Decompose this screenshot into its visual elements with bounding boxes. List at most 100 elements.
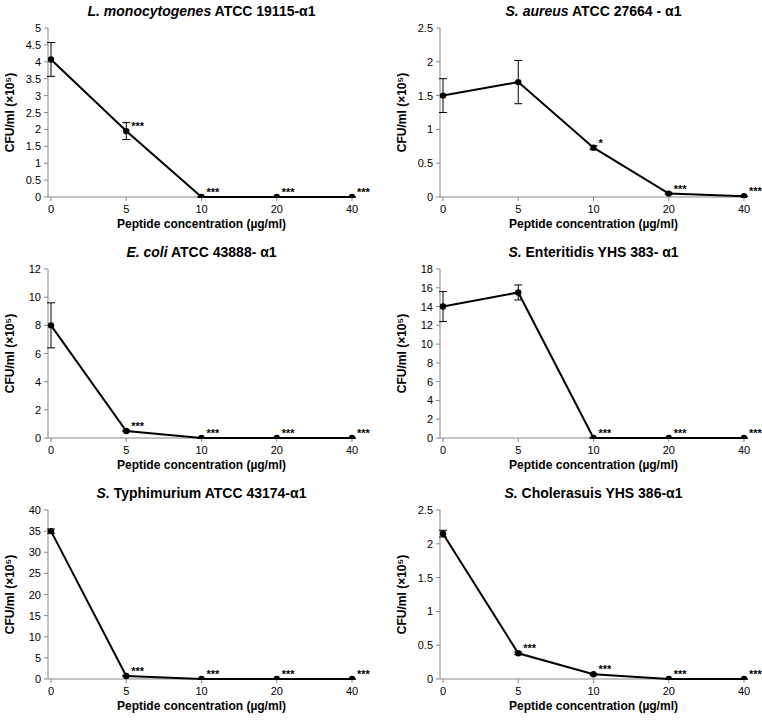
x-tick-label: 20 — [271, 685, 283, 697]
y-tick-label: 16 — [421, 282, 433, 294]
y-tick — [44, 353, 48, 354]
y-tick — [436, 306, 440, 307]
significance: *** — [749, 668, 762, 680]
marker — [48, 56, 54, 62]
x-label: Peptide concentration (µg/ml) — [509, 458, 678, 472]
marker — [666, 435, 672, 439]
title-part: monocytogenes — [100, 3, 211, 19]
y-tick — [436, 645, 440, 646]
title-part: Typhimurium — [110, 485, 202, 501]
y-tick — [44, 531, 48, 532]
x-tick-label: 0 — [48, 444, 54, 456]
significance: *** — [357, 186, 371, 198]
x-tick — [518, 679, 519, 683]
x-tick — [51, 438, 52, 442]
error-cap — [514, 284, 522, 285]
significance: *** — [282, 668, 296, 680]
title-part: 43888- — [209, 244, 257, 260]
y-tick — [436, 400, 440, 401]
y-tick-label: 3.5 — [26, 73, 41, 85]
y-tick-label: 2 — [427, 413, 433, 425]
y-tick — [436, 344, 440, 345]
y-tick — [436, 197, 440, 198]
x-tick — [518, 197, 519, 201]
y-tick-label: 1.5 — [418, 90, 433, 102]
y-tick — [436, 381, 440, 382]
significance: *** — [131, 120, 145, 132]
y-tick-label: 12 — [29, 263, 41, 275]
series-line — [443, 292, 744, 438]
series-line — [51, 531, 352, 679]
y-tick-label: 0 — [427, 432, 433, 444]
error-bar — [47, 43, 55, 77]
y-tick — [44, 163, 48, 164]
y-tick-label: 1.5 — [418, 572, 433, 584]
y-tick — [44, 636, 48, 637]
y-tick-label: 1 — [427, 605, 433, 617]
significance: * — [599, 137, 604, 149]
y-tick-label: 2.5 — [418, 22, 433, 34]
significance: *** — [131, 420, 145, 432]
y-tick-label: 0.5 — [418, 639, 433, 651]
panel: S. Typhimurium ATCC 43174-α1051015202530… — [3, 485, 371, 713]
error-cap — [514, 103, 522, 104]
y-tick — [436, 510, 440, 511]
x-tick-label: 5 — [515, 203, 521, 215]
y-tick — [44, 78, 48, 79]
y-tick-label: 1.5 — [26, 140, 41, 152]
x-tick-label: 40 — [346, 444, 358, 456]
title-part: ATCC — [211, 3, 252, 19]
significance: *** — [523, 642, 537, 654]
y-tick — [44, 146, 48, 147]
error-cap — [47, 42, 55, 43]
x-tick-label: 20 — [663, 203, 675, 215]
y-tick-label: 0 — [35, 432, 41, 444]
marker — [741, 435, 747, 439]
y-tick-label: 0 — [427, 191, 433, 203]
marker — [440, 92, 446, 98]
y-tick — [436, 679, 440, 680]
error-cap — [439, 112, 447, 113]
x-tick-label: 10 — [195, 685, 207, 697]
marker — [349, 435, 355, 439]
x-tick-label: 40 — [738, 685, 750, 697]
y-tick — [436, 269, 440, 270]
x-tick-label: 5 — [515, 685, 521, 697]
figure: L. monocytogenes ATCC 19115-α100.511.522… — [0, 0, 762, 720]
error-cap — [439, 78, 447, 79]
title-part: α1 — [658, 244, 678, 260]
data-group — [439, 60, 748, 198]
marker — [198, 676, 204, 680]
x-label: Peptide concentration (µg/ml) — [117, 458, 286, 472]
y-label: CFU/ml (×10⁵) — [3, 73, 17, 152]
y-tick — [44, 95, 48, 96]
y-tick-label: 2 — [35, 123, 41, 135]
error-cap — [439, 321, 447, 322]
y-tick-label: 10 — [29, 291, 41, 303]
significance: *** — [749, 427, 762, 439]
error-cap — [122, 139, 130, 140]
y-tick-label: 20 — [29, 589, 41, 601]
x-tick-label: 40 — [738, 203, 750, 215]
marker — [123, 673, 129, 679]
title-part: L. — [87, 3, 99, 19]
y-tick — [44, 325, 48, 326]
y-tick — [44, 180, 48, 181]
y-tick-label: 10 — [421, 338, 433, 350]
x-tick — [126, 197, 127, 201]
y-tick — [44, 552, 48, 553]
title-part: 43174-α1 — [243, 485, 307, 501]
y-tick-label: 6 — [427, 376, 433, 388]
series-line — [443, 82, 744, 196]
y-tick-label: 2 — [35, 404, 41, 416]
title-part: Cholerasuis — [518, 485, 602, 501]
x-label: Peptide concentration (µg/ml) — [509, 217, 678, 231]
y-tick — [44, 409, 48, 410]
y-tick-label: 18 — [421, 263, 433, 275]
y-tick — [436, 129, 440, 130]
title-part: ATCC — [168, 244, 209, 260]
x-label: Peptide concentration (µg/ml) — [117, 217, 286, 231]
title-part: 383- — [626, 244, 658, 260]
error-bar — [514, 285, 522, 300]
y-tick-label: 40 — [29, 504, 41, 516]
